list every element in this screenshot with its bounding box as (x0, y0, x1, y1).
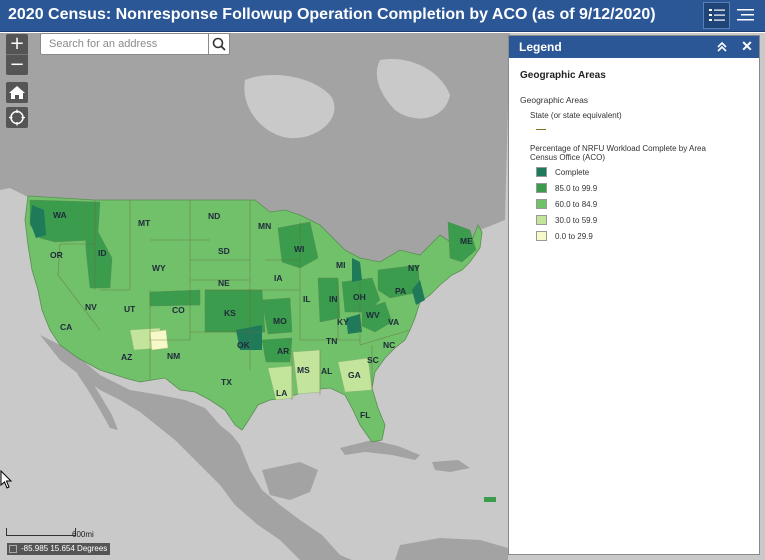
bin-85-99-regions (29, 199, 477, 363)
state-label-ne: NE (218, 278, 230, 288)
state-label-co: CO (172, 305, 185, 315)
mouse-cursor-icon (0, 470, 13, 489)
state-label-ut: UT (124, 304, 136, 314)
legend-list-icon (709, 9, 725, 21)
state-label-nc: NC (383, 340, 395, 350)
state-label-ok: OK (237, 340, 251, 350)
zoom-controls: + − (6, 34, 28, 75)
state-label-wv: WV (366, 310, 380, 320)
state-label-tx: TX (221, 377, 232, 387)
state-label-ms: MS (297, 365, 310, 375)
yucatan (262, 462, 318, 500)
state-label-in: IN (329, 294, 338, 304)
legend-class-label: 60.0 to 84.9 (555, 200, 598, 209)
locate-button[interactable] (6, 107, 28, 128)
puerto-rico (484, 497, 496, 502)
state-label-la: LA (276, 388, 287, 398)
legend-header: Legend ✕ (509, 36, 759, 58)
address-search (40, 33, 230, 55)
state-label-mi: MI (336, 260, 345, 270)
state-boundaries (57, 200, 411, 400)
south-america (395, 538, 508, 560)
legend-swatch-complete (536, 167, 547, 177)
state-label-ca: CA (60, 322, 72, 332)
state-labels: WA OR CA ID NV MT WY UT CO AZ NM ND SD N… (50, 210, 473, 420)
state-label-va: VA (388, 317, 399, 327)
state-label-az: AZ (121, 352, 132, 362)
home-button[interactable] (6, 82, 28, 103)
state-label-tn: TN (326, 336, 337, 346)
locate-icon (9, 109, 25, 126)
coordinate-text: -85.985 15.654 Degrees (21, 544, 108, 553)
state-line-swatch (536, 129, 546, 130)
state-label-ia: IA (274, 273, 283, 283)
home-icon (9, 86, 25, 99)
state-label-ny: NY (408, 263, 420, 273)
state-label-il: IL (303, 294, 311, 304)
baja-peninsula (72, 360, 118, 430)
legend-layer-title: Geographic Areas (520, 95, 589, 105)
state-label-mo: MO (273, 316, 287, 326)
legend-title: Legend (519, 40, 562, 54)
cuba (340, 440, 420, 460)
search-icon (212, 37, 226, 51)
state-label-nd: ND (208, 211, 220, 221)
legend-swatch-0-29 (536, 231, 547, 241)
state-label-id: ID (98, 248, 107, 258)
state-label-me: ME (460, 236, 473, 246)
canada-lakes (244, 75, 335, 139)
state-label-ky: KY (337, 317, 349, 327)
zoom-out-button[interactable]: − (6, 54, 28, 75)
legend-state-layer: State (or state equivalent) (530, 111, 622, 120)
legend-swatch-30-59 (536, 215, 547, 225)
complete-regions (30, 205, 425, 350)
app-header: 2020 Census: Nonresponse Followup Operat… (0, 0, 765, 32)
legend-class-label: Complete (555, 168, 590, 177)
close-icon[interactable]: ✕ (741, 38, 753, 54)
map-canvas[interactable]: WA OR CA ID NV MT WY UT CO AZ NM ND SD N… (0, 33, 765, 560)
state-label-wa: WA (53, 210, 67, 220)
legend-pct-layer-line1: Percentage of NRFU Workload Complete by … (530, 144, 706, 153)
state-label-or: OR (50, 250, 63, 260)
state-label-ar: AR (277, 346, 289, 356)
layers-menu-icon (737, 9, 754, 21)
legend-class-label: 0.0 to 29.9 (555, 232, 593, 241)
state-label-sc: SC (367, 355, 379, 365)
scale-label: 600mi (72, 530, 94, 539)
canada-bay (376, 59, 450, 119)
layers-menu-button[interactable] (733, 2, 760, 29)
state-label-wi: WI (294, 244, 304, 254)
legend-pct-layer-line2: Census Office (ACO) (530, 153, 605, 162)
state-label-ks: KS (224, 308, 236, 318)
legend-button[interactable] (703, 2, 730, 29)
legend-swatch-85-99 (536, 183, 547, 193)
state-label-sd: SD (218, 246, 230, 256)
coordinate-toggle-icon[interactable] (9, 545, 17, 553)
state-label-wy: WY (152, 263, 166, 273)
collapse-icon[interactable] (715, 39, 729, 55)
state-label-oh: OH (353, 292, 366, 302)
state-label-mn: MN (258, 221, 271, 231)
state-label-nm: NM (167, 351, 180, 361)
zoom-in-button[interactable]: + (9, 33, 25, 54)
mexico-landmass (40, 335, 352, 560)
legend-class-label: 85.0 to 99.9 (555, 184, 598, 193)
legend-swatch-60-84 (536, 199, 547, 209)
legend-group-title: Geographic Areas (520, 70, 606, 81)
search-input[interactable] (41, 34, 207, 54)
search-button[interactable] (208, 34, 229, 54)
legend-class-label: 30.0 to 59.9 (555, 216, 598, 225)
state-label-nv: NV (85, 302, 97, 312)
scale-bar (6, 528, 76, 536)
state-label-fl: FL (360, 410, 370, 420)
state-label-pa: PA (395, 286, 406, 296)
state-label-mt: MT (138, 218, 151, 228)
coordinate-readout[interactable]: -85.985 15.654 Degrees (7, 543, 111, 555)
page-title: 2020 Census: Nonresponse Followup Operat… (8, 6, 656, 23)
legend-panel: Legend ✕ Geographic Areas Geographic Are… (508, 35, 760, 555)
state-label-ga: GA (348, 370, 361, 380)
state-label-al: AL (321, 366, 332, 376)
hispaniola (432, 460, 470, 472)
